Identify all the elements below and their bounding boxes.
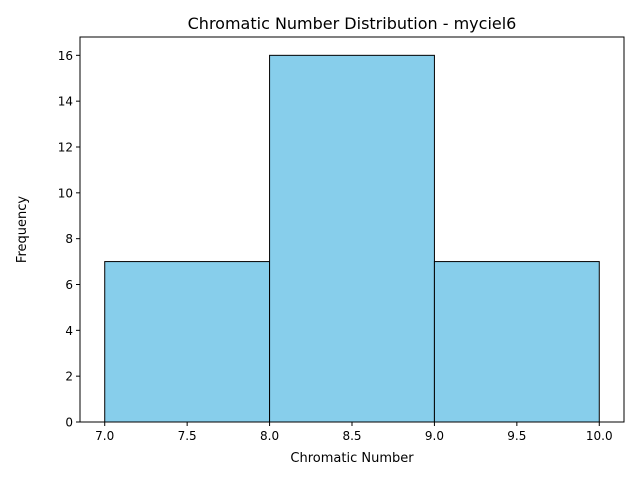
x-tick-label: 7.0 (95, 429, 114, 443)
y-tick-label: 10 (58, 186, 73, 200)
y-tick-label: 0 (65, 416, 73, 430)
x-tick-label: 8.5 (342, 429, 361, 443)
x-axis-label: Chromatic Number (290, 451, 414, 466)
y-tick-label: 16 (58, 49, 73, 63)
chart-title: Chromatic Number Distribution - myciel6 (188, 14, 517, 33)
histogram-bar-2 (269, 54, 435, 423)
y-tick-label: 4 (65, 324, 73, 338)
y-tick-label: 8 (65, 232, 73, 246)
bars-layer (104, 54, 600, 423)
x-ticks: 7.0 7.5 8.0 8.5 9.0 9.5 10.0 (95, 422, 613, 443)
histogram-bar-1 (104, 261, 271, 423)
x-tick-label: 9.5 (507, 429, 526, 443)
x-tick-label: 10.0 (586, 429, 613, 443)
y-tick-label: 12 (58, 141, 73, 155)
x-tick-label: 9.0 (425, 429, 444, 443)
y-tick-label: 6 (65, 278, 73, 292)
y-ticks: 0 2 4 6 8 10 12 14 16 (58, 49, 80, 430)
y-axis-label: Frequency (15, 196, 30, 263)
y-tick-label: 2 (65, 370, 73, 384)
x-tick-label: 8.0 (260, 429, 279, 443)
x-tick-label: 7.5 (178, 429, 197, 443)
y-tick-label: 14 (58, 95, 73, 109)
plot-frame (79, 36, 625, 423)
histogram-bar-3 (433, 261, 600, 423)
